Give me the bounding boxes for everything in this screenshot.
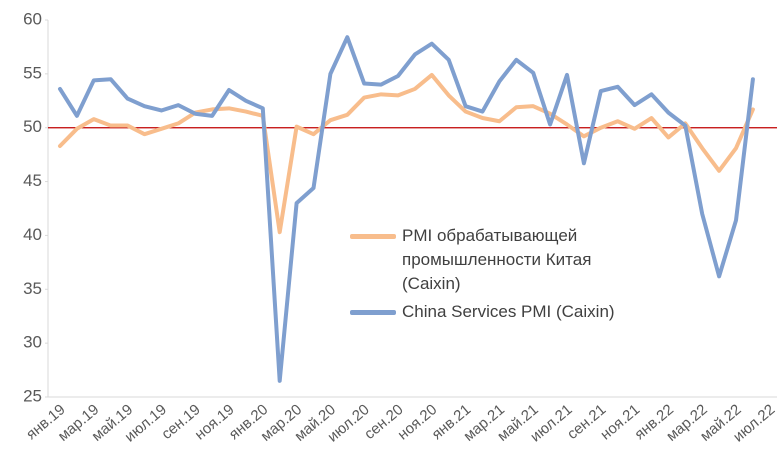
y-tick-label: 55: [23, 63, 42, 82]
y-tick-label: 30: [23, 333, 42, 352]
y-tick-label: 35: [23, 279, 42, 298]
y-tick-label: 45: [23, 171, 42, 190]
legend-item: PMI обрабатывающей промышленности Китая …: [350, 224, 650, 296]
y-tick-label: 25: [23, 386, 42, 405]
legend-item: China Services PMI (Caixin): [350, 300, 650, 324]
legend-swatch: [350, 234, 396, 239]
legend-label: China Services PMI (Caixin): [402, 302, 615, 321]
y-tick-label: 40: [23, 225, 42, 244]
legend: PMI обрабатывающей промышленности Китая …: [350, 224, 650, 328]
legend-swatch: [350, 310, 396, 315]
y-tick-label: 60: [23, 9, 42, 28]
legend-label: PMI обрабатывающей промышленности Китая …: [402, 226, 592, 293]
series-line: [58, 35, 755, 383]
series-line: [58, 72, 755, 235]
y-tick-label: 50: [23, 117, 42, 136]
